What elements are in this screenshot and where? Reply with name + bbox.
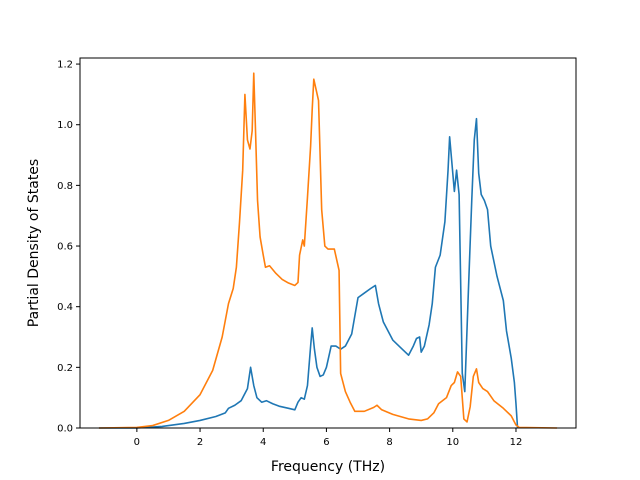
y-axis-ticks: 0.0 0.2 0.4 0.6 0.8 1.0 1.2 (57, 60, 80, 435)
y-axis-label: Partial Density of States (26, 159, 42, 327)
y-tick-label: 0.4 (57, 302, 73, 313)
x-tick-label: 6 (323, 437, 329, 448)
y-tick-label: 0.2 (57, 363, 73, 374)
x-tick-label: 4 (260, 437, 266, 448)
y-tick-label: 1.2 (57, 60, 73, 71)
x-axis-label: Frequency (THz) (271, 459, 385, 475)
plot-frame (79, 57, 577, 429)
x-axis-ticks: 0 2 4 6 8 10 12 (134, 428, 523, 448)
series-layer (98, 72, 558, 429)
plot-background (80, 58, 576, 428)
x-tick-label: 2 (197, 437, 203, 448)
series-line-2 (98, 72, 558, 429)
y-tick-label: 1.0 (57, 120, 73, 131)
series-line-1 (98, 117, 519, 429)
x-tick-label: 12 (510, 437, 523, 448)
x-tick-label: 0 (134, 437, 140, 448)
x-tick-label: 10 (446, 437, 459, 448)
y-tick-label: 0.6 (57, 242, 73, 253)
y-tick-label: 0.8 (57, 181, 73, 192)
x-tick-label: 8 (386, 437, 392, 448)
y-tick-label: 0.0 (57, 424, 73, 435)
